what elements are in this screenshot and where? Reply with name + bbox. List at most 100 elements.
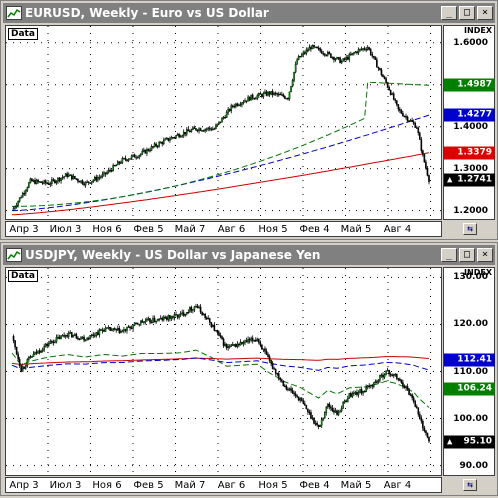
minimize-button[interactable]: _ bbox=[441, 248, 457, 262]
candle-body bbox=[41, 349, 44, 352]
candle-body bbox=[376, 59, 378, 68]
close-button[interactable]: × bbox=[477, 248, 493, 262]
candle-body bbox=[149, 318, 151, 323]
candle-body bbox=[28, 182, 30, 188]
candle-body bbox=[380, 69, 383, 76]
price-plot[interactable]: Data bbox=[5, 25, 442, 220]
title-bar[interactable]: USDJPY, Weekly - US Dollar vs Japanese Y… bbox=[3, 245, 495, 265]
price-axis[interactable]: INDEX 130.00 120.00 110.00 100.00 90.00 112.4… bbox=[443, 267, 495, 476]
candle-body bbox=[218, 332, 220, 336]
candle-body bbox=[181, 135, 183, 137]
candle-body bbox=[412, 397, 415, 402]
candle-body bbox=[302, 52, 305, 55]
data-label[interactable]: Data bbox=[8, 270, 38, 282]
candle-body bbox=[213, 128, 216, 131]
candle-body bbox=[178, 134, 180, 138]
candle-body bbox=[84, 339, 87, 342]
candle-body bbox=[55, 181, 58, 184]
candle-body bbox=[316, 46, 318, 49]
candle-body bbox=[273, 368, 275, 370]
candle-body bbox=[146, 149, 148, 154]
candle-body bbox=[64, 173, 67, 177]
eurusd-chart-window[interactable]: EURUSD, Weekly - Euro vs US Dollar _ □ ×… bbox=[0, 0, 498, 240]
candle-body bbox=[149, 150, 151, 152]
candle-body bbox=[287, 98, 289, 100]
candle-body bbox=[231, 344, 234, 346]
candle-body bbox=[254, 340, 257, 342]
title-bar[interactable]: EURUSD, Weekly - Euro vs US Dollar _ □ × bbox=[3, 3, 495, 23]
candle-body bbox=[334, 58, 337, 61]
candle-body bbox=[202, 313, 205, 316]
candle-body bbox=[193, 306, 196, 310]
candle-body bbox=[110, 329, 113, 332]
candle-body bbox=[12, 208, 15, 211]
candle-body bbox=[388, 87, 390, 91]
candle-body bbox=[32, 353, 35, 357]
price-axis[interactable]: INDEX 1.60001.50001.40001.30001.20001.49… bbox=[443, 25, 495, 220]
candle-body bbox=[368, 47, 371, 50]
candle-body bbox=[311, 417, 314, 419]
candle-body bbox=[385, 78, 387, 83]
maximize-button[interactable]: □ bbox=[459, 6, 475, 20]
candle-body bbox=[422, 421, 424, 429]
candle-body bbox=[383, 76, 386, 79]
time-axis[interactable]: Апр 3 Июл 3 Ноя 6 Фев 5 Май 7 Авг 6 Ноя 5 Фев 4… bbox=[5, 221, 442, 237]
candle-body bbox=[103, 172, 105, 175]
candle-body bbox=[24, 365, 27, 368]
minimize-button[interactable]: _ bbox=[441, 6, 457, 20]
candle-body bbox=[129, 158, 131, 160]
candle-body bbox=[158, 318, 160, 321]
candle-body bbox=[221, 336, 223, 340]
candle-body bbox=[77, 337, 79, 340]
candle-body bbox=[374, 381, 377, 383]
candle-body bbox=[304, 403, 306, 406]
data-label[interactable]: Data bbox=[8, 28, 38, 40]
candle-body bbox=[357, 392, 360, 395]
candle-body bbox=[345, 57, 348, 60]
candle-body bbox=[81, 180, 84, 185]
candle-body bbox=[57, 336, 59, 339]
candle-body bbox=[37, 350, 39, 354]
candle-body bbox=[250, 337, 252, 341]
candle-body bbox=[69, 332, 72, 334]
maximize-button[interactable]: □ bbox=[459, 248, 475, 262]
candle-body bbox=[330, 406, 332, 409]
price-plot[interactable]: Data bbox=[5, 267, 442, 476]
candle-body bbox=[264, 348, 266, 352]
candle-body bbox=[35, 179, 38, 184]
candle-body bbox=[212, 128, 214, 131]
candle-body bbox=[189, 130, 191, 133]
candle-body bbox=[397, 378, 400, 380]
scroll-icon[interactable]: ⇆ bbox=[463, 223, 477, 235]
candle-body bbox=[242, 101, 245, 104]
candle-body bbox=[359, 48, 361, 51]
candle-body bbox=[189, 307, 191, 313]
candle-body bbox=[54, 179, 56, 184]
candle-body bbox=[95, 176, 98, 181]
candle-body bbox=[253, 98, 256, 100]
candle-body bbox=[192, 309, 194, 311]
candle-body bbox=[80, 337, 82, 340]
candle-body bbox=[313, 45, 315, 48]
candle-body bbox=[325, 54, 328, 57]
candle-body bbox=[18, 358, 21, 366]
chart-icon bbox=[6, 248, 22, 262]
index-label: INDEX bbox=[462, 26, 494, 35]
candle-body bbox=[106, 327, 108, 329]
candle-body bbox=[340, 408, 343, 412]
candle-body bbox=[273, 92, 275, 95]
candle-body bbox=[323, 53, 326, 56]
close-button[interactable]: × bbox=[477, 6, 493, 20]
candle-body bbox=[259, 342, 262, 345]
usdjpy-chart-window[interactable]: USDJPY, Weekly - US Dollar vs Japanese Y… bbox=[0, 242, 498, 496]
candle-body bbox=[136, 322, 139, 325]
scroll-icon[interactable]: ⇆ bbox=[463, 479, 477, 491]
candle-body bbox=[270, 91, 272, 95]
time-axis[interactable]: Апр 3 Июл 3 Ноя 6 Фев 5 Май 7 Авг 6 Ноя 5 Фев 4… bbox=[5, 477, 442, 493]
candle-body bbox=[331, 56, 334, 59]
candle-body bbox=[156, 145, 159, 148]
y-tick-label: 1.2000 bbox=[453, 205, 488, 216]
y-tick-label: 90.00 bbox=[459, 460, 488, 471]
candle-body bbox=[233, 344, 236, 346]
candle-body bbox=[287, 388, 289, 391]
